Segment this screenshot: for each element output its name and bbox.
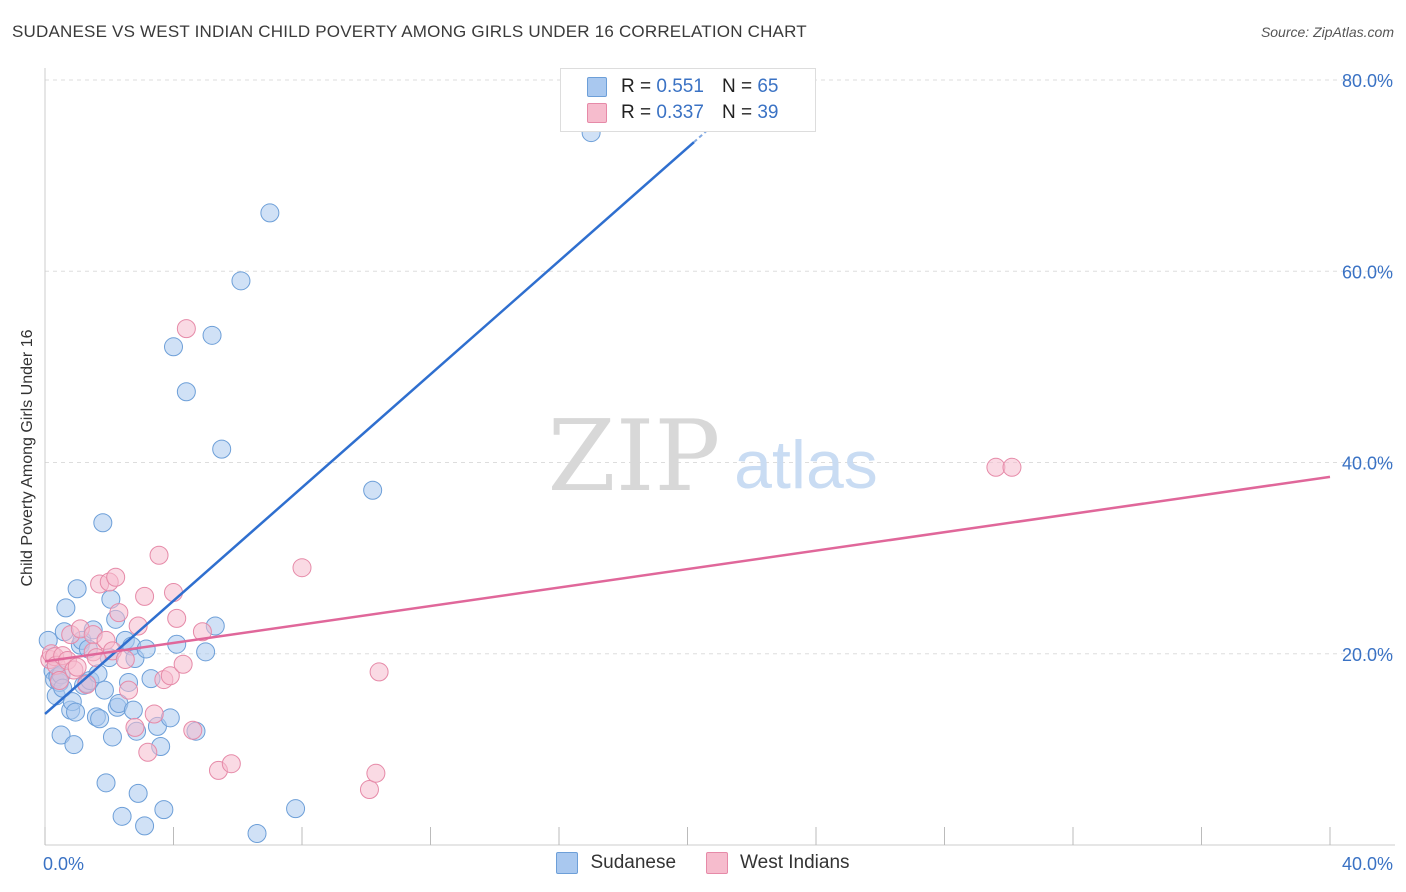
sudanese-swatch: [587, 77, 607, 97]
west-indian-point: [135, 586, 155, 606]
sudanese-point: [260, 203, 280, 223]
chart-title: SUDANESE VS WEST INDIAN CHILD POVERTY AM…: [12, 22, 807, 41]
sudanese-point: [135, 816, 155, 836]
correlation-legend: R = 0.551 N = 65 R = 0.337 N = 39: [560, 68, 816, 132]
sudanese-swatch: [556, 852, 579, 874]
legend-n-label: N =: [721, 102, 753, 123]
sudanese-point: [202, 325, 222, 345]
x-tick-label: 40.0%: [1342, 854, 1393, 874]
west-indian-point: [164, 583, 183, 603]
watermark: ZIP atlas: [548, 400, 878, 514]
tick-labels: 20.0% 40.0% 60.0% 80.0% 0.0% 40.0%: [43, 71, 1393, 874]
legend-n-value: 39: [757, 102, 779, 123]
west-indian-point: [176, 319, 196, 339]
sudanese-point: [51, 725, 71, 745]
west-indian-point: [49, 671, 69, 691]
y-tick-label: 60.0%: [1342, 262, 1393, 282]
sudanese-point: [128, 783, 148, 803]
legend-item-sudanese[interactable]: Sudanese: [556, 852, 676, 874]
legend-r-label: R =: [621, 76, 652, 97]
series-legend: Sudanese West Indians: [0, 852, 1406, 874]
west-indian-point: [369, 662, 389, 682]
west-indian-point: [128, 616, 148, 636]
west-indian-point: [125, 717, 145, 737]
sudanese-point: [66, 702, 86, 722]
sudanese-point: [231, 271, 251, 291]
legend-label-sudanese: Sudanese: [590, 852, 677, 873]
sudanese-point: [56, 598, 76, 618]
source-label: Source: ZipAtlas.com: [1260, 24, 1394, 40]
sudanese-point: [164, 337, 183, 357]
west-indian-point: [167, 608, 187, 628]
west-indian-point: [192, 622, 212, 642]
sudanese-point: [93, 513, 113, 533]
west-indian-point: [359, 780, 379, 800]
west-indian-point: [106, 567, 126, 587]
sudanese-point: [112, 806, 132, 826]
sudanese-point: [102, 727, 122, 747]
sudanese-point: [196, 642, 216, 662]
sudanese-point: [176, 382, 196, 402]
legend-n-value: 65: [757, 76, 779, 97]
legend-row-west-indians: R = 0.337 N = 39: [587, 101, 778, 125]
sudanese-point: [64, 735, 84, 755]
west-indian-point: [115, 649, 135, 669]
y-tick-label: 20.0%: [1342, 645, 1393, 665]
west-indian-point: [67, 657, 87, 677]
west-indian-point: [109, 603, 129, 623]
west-indians-swatch: [587, 103, 607, 123]
west-indian-point: [144, 704, 164, 724]
west-indian-trend-line: [44, 475, 1331, 663]
y-tick-label: 40.0%: [1342, 454, 1393, 474]
x-tick-label: 0.0%: [43, 854, 84, 874]
west-indian-point: [986, 457, 1006, 477]
legend-label-west-indians: West Indians: [740, 852, 850, 873]
west-indian-point: [292, 558, 312, 578]
sudanese-point: [154, 800, 174, 820]
west-indian-point: [173, 654, 193, 674]
legend-r-value: 0.337: [656, 102, 704, 123]
west-indian-point: [366, 763, 386, 783]
axes: [44, 68, 1395, 846]
west-indians-swatch: [706, 852, 729, 874]
gridlines: [45, 79, 1395, 655]
sudanese-point: [286, 799, 306, 819]
legend-row-sudanese: R = 0.551 N = 65: [587, 75, 778, 99]
west-indian-point: [183, 720, 203, 740]
legend-n-label: N =: [721, 76, 753, 97]
west-indian-point: [138, 742, 158, 762]
west-indian-point: [149, 545, 169, 565]
sudanese-trend-line: [44, 141, 695, 715]
west-indian-point: [221, 754, 241, 774]
sudanese-point: [123, 700, 143, 720]
west-indian-point: [160, 666, 180, 686]
west-indian-point: [1002, 457, 1022, 477]
sudanese-point: [247, 824, 267, 844]
sudanese-point: [212, 439, 232, 459]
sudanese-point: [94, 680, 114, 700]
sudanese-point: [96, 773, 116, 793]
legend-r-value: 0.551: [656, 76, 704, 97]
west-indian-point: [119, 680, 139, 700]
y-tick-label: 80.0%: [1342, 71, 1393, 91]
watermark-atlas: atlas: [734, 427, 878, 503]
sudanese-point: [67, 579, 87, 599]
sudanese-point: [363, 480, 383, 500]
legend-r-label: R =: [621, 102, 652, 123]
sudanese-point: [90, 709, 110, 729]
watermark-zip: ZIP: [548, 400, 721, 514]
sudanese-point: [160, 708, 180, 728]
legend-item-west-indians[interactable]: West Indians: [706, 852, 850, 874]
